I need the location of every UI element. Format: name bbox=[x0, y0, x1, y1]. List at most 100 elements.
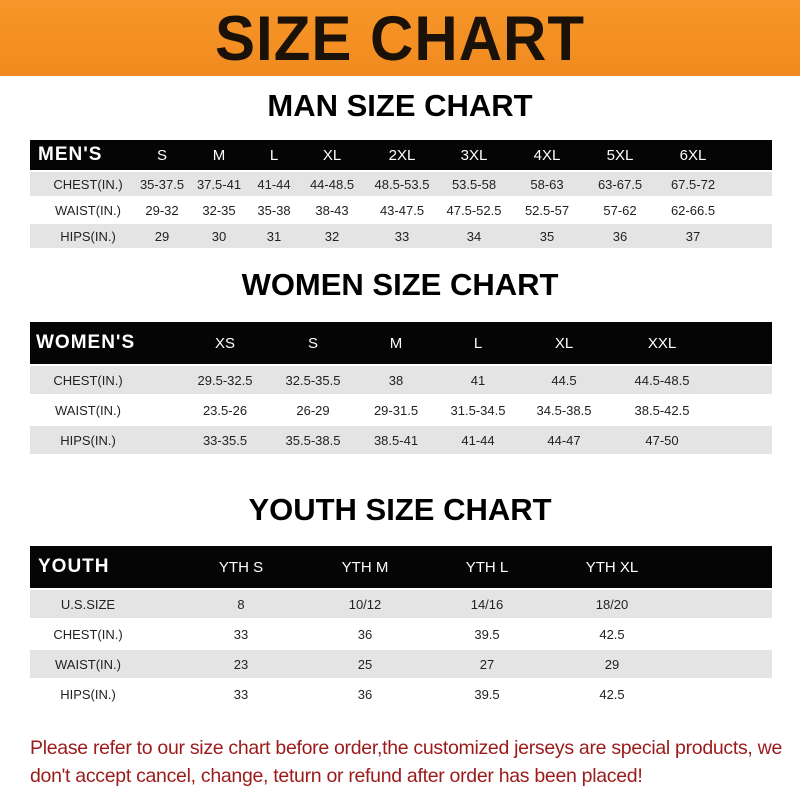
table-cell: 47.5-52.5 bbox=[446, 202, 502, 218]
size-header-cell: S bbox=[156, 146, 168, 164]
size-header-cell: XS bbox=[214, 334, 236, 352]
table-cell: 38-43 bbox=[315, 202, 349, 218]
table-cell: 44.5-48.5 bbox=[634, 372, 690, 388]
table-cell: 47-50 bbox=[645, 432, 679, 448]
table-row: WAIST(IN.) 23 25 27 29 bbox=[30, 650, 772, 678]
table-row: U.S.SIZE 8 10/12 14/16 18/20 bbox=[30, 590, 772, 618]
table-cell: 35-38 bbox=[257, 202, 291, 218]
men-size-table: MEN'S S M L XL 2XL 3XL 4XL 5XL 6XL CHEST(IN.) 35-37… bbox=[30, 140, 772, 250]
table-cell: 42.5 bbox=[599, 626, 625, 642]
size-header-cell: 3XL bbox=[460, 146, 488, 164]
table-header-row: MEN'S S M L XL 2XL 3XL 4XL 5XL 6XL bbox=[30, 140, 772, 170]
table-cell: 44-47 bbox=[547, 432, 581, 448]
table-cell: 32 bbox=[324, 228, 340, 244]
table-cell: 58-63 bbox=[530, 176, 564, 192]
row-label: CHEST(IN.) bbox=[53, 626, 123, 642]
table-cell: 39.5 bbox=[474, 626, 500, 642]
row-label: U.S.SIZE bbox=[60, 596, 116, 612]
table-cell: 63-67.5 bbox=[597, 176, 643, 192]
size-header-cell: YTH XL bbox=[585, 558, 639, 576]
size-header-cell: XL bbox=[554, 334, 574, 352]
men-title: MAN SIZE CHART bbox=[267, 88, 533, 123]
table-row: HIPS(IN.) 33-35.5 35.5-38.5 38.5-41 41-44 44-… bbox=[30, 426, 772, 454]
table-cell: 37.5-41 bbox=[196, 176, 242, 192]
table-cell: 33 bbox=[233, 686, 249, 702]
size-chart-banner: SIZE CHART bbox=[0, 0, 800, 76]
table-cell: 35-37.5 bbox=[139, 176, 185, 192]
size-header-cell: 5XL bbox=[606, 146, 634, 164]
table-cell: 35 bbox=[539, 228, 555, 244]
table-cell: 33 bbox=[233, 626, 249, 642]
table-cell: 29-31.5 bbox=[373, 402, 419, 418]
row-label: HIPS(IN.) bbox=[60, 686, 116, 702]
women-size-table: WOMEN'S XS S M L XL XXL CHEST(IN.) 29.5-32.5 32.5… bbox=[30, 322, 772, 456]
table-cell: 18/20 bbox=[595, 596, 629, 612]
youth-size-table: YOUTH YTH S YTH M YTH L YTH XL U.S.SIZE 8 10/12… bbox=[30, 546, 772, 710]
table-header-row: WOMEN'S XS S M L XL XXL bbox=[30, 322, 772, 364]
table-cell: 29-32 bbox=[145, 202, 179, 218]
table-cell: 34.5-38.5 bbox=[536, 402, 592, 418]
table-cell: 43-47.5 bbox=[379, 202, 425, 218]
table-row: WAIST(IN.) 23.5-26 26-29 29-31.5 31.5-34.5 34… bbox=[30, 396, 772, 424]
table-cell: 37 bbox=[685, 228, 701, 244]
size-header-cell: YTH S bbox=[218, 558, 264, 576]
table-cell: 41-44 bbox=[257, 176, 291, 192]
table-cell: 35.5-38.5 bbox=[285, 432, 341, 448]
table-cell: 41 bbox=[470, 372, 486, 388]
table-cell: 44-48.5 bbox=[309, 176, 355, 192]
row-label: WAIST(IN.) bbox=[55, 202, 121, 218]
table-row: WAIST(IN.) 29-32 32-35 35-38 38-43 43-47.5 47.… bbox=[30, 198, 772, 222]
table-cell: 36 bbox=[612, 228, 628, 244]
table-cell: 29 bbox=[154, 228, 170, 244]
table-cell: 29 bbox=[604, 656, 620, 672]
size-header-cell: YTH M bbox=[341, 558, 389, 576]
table-row: HIPS(IN.) 33 36 39.5 42.5 bbox=[30, 680, 772, 708]
table-cell: 36 bbox=[357, 626, 373, 642]
table-cell: 32.5-35.5 bbox=[285, 372, 341, 388]
table-cell: 42.5 bbox=[599, 686, 625, 702]
size-header-cell: M bbox=[389, 334, 403, 352]
table-row: CHEST(IN.) 35-37.5 37.5-41 41-44 44-48.5 48.5… bbox=[30, 172, 772, 196]
table-cell: 38.5-41 bbox=[373, 432, 419, 448]
size-header-cell: M bbox=[212, 146, 226, 164]
size-header-cell: XXL bbox=[647, 334, 677, 352]
table-cell: 57-62 bbox=[603, 202, 637, 218]
table-cell: 8 bbox=[237, 596, 245, 612]
row-label: CHEST(IN.) bbox=[53, 176, 123, 192]
table-cell: 14/16 bbox=[470, 596, 504, 612]
table-cell: 48.5-53.5 bbox=[374, 176, 430, 192]
table-row: HIPS(IN.) 29 30 31 32 33 34 35 36 37 bbox=[30, 224, 772, 248]
size-header-cell: S bbox=[307, 334, 319, 352]
table-cell: 23 bbox=[233, 656, 249, 672]
size-header-cell: L bbox=[269, 146, 279, 164]
table-cell: 32-35 bbox=[202, 202, 236, 218]
table-cell: 31 bbox=[266, 228, 282, 244]
table-row: CHEST(IN.) 29.5-32.5 32.5-35.5 38 41 44.5 44.5… bbox=[30, 366, 772, 394]
table-cell: 67.5-72 bbox=[670, 176, 716, 192]
table-cell: 23.5-26 bbox=[202, 402, 248, 418]
table-title-cell: MEN'S bbox=[38, 144, 103, 165]
table-cell: 39.5 bbox=[474, 686, 500, 702]
table-cell: 41-44 bbox=[461, 432, 495, 448]
table-title-cell: WOMEN'S bbox=[36, 332, 136, 353]
table-cell: 44.5 bbox=[551, 372, 577, 388]
row-label: HIPS(IN.) bbox=[60, 432, 116, 448]
table-cell: 52.5-57 bbox=[524, 202, 570, 218]
table-cell: 36 bbox=[357, 686, 373, 702]
row-label: WAIST(IN.) bbox=[55, 402, 121, 418]
table-cell: 26-29 bbox=[296, 402, 330, 418]
table-title-cell: YOUTH bbox=[38, 556, 110, 577]
row-label: HIPS(IN.) bbox=[60, 228, 116, 244]
table-cell: 62-66.5 bbox=[670, 202, 716, 218]
order-notice: Please refer to our size chart before or… bbox=[30, 737, 782, 787]
table-cell: 33-35.5 bbox=[202, 432, 248, 448]
size-header-cell: YTH L bbox=[465, 558, 509, 576]
table-cell: 30 bbox=[211, 228, 227, 244]
table-cell: 38 bbox=[388, 372, 404, 388]
banner-title: SIZE CHART bbox=[215, 2, 585, 74]
table-cell: 27 bbox=[479, 656, 495, 672]
table-cell: 10/12 bbox=[348, 596, 382, 612]
size-header-cell: 6XL bbox=[679, 146, 707, 164]
size-header-cell: XL bbox=[322, 146, 342, 164]
table-cell: 31.5-34.5 bbox=[450, 402, 506, 418]
